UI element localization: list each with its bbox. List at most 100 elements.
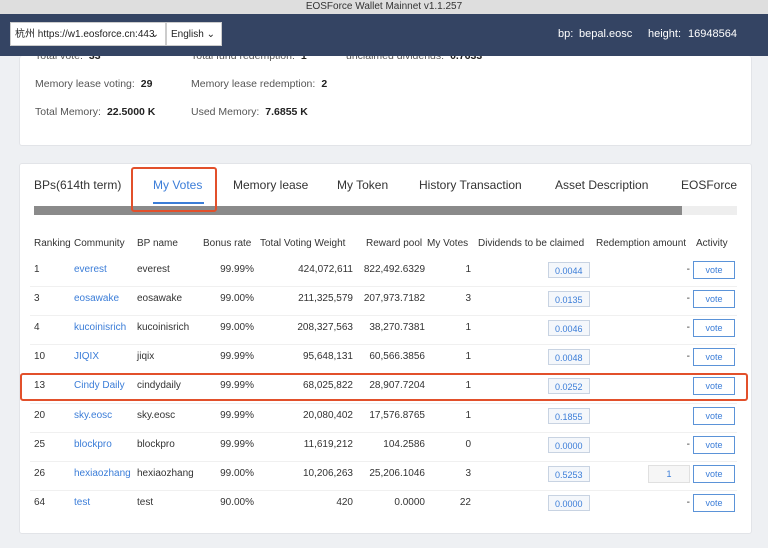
- tab[interactable]: Asset Description: [555, 178, 649, 192]
- dividend-box: 0.0044: [548, 262, 590, 278]
- cell: -: [686, 293, 690, 305]
- cell: 90.00%: [220, 496, 254, 508]
- redemption-input[interactable]: 1: [648, 464, 690, 483]
- dividend-box: 0.0046: [548, 320, 590, 337]
- row-divider: [30, 460, 737, 462]
- votes-card: [19, 163, 752, 534]
- cell: cindydaily: [137, 380, 181, 392]
- column-header: Total Voting Weight: [260, 238, 346, 249]
- vote-button[interactable]: vote: [693, 319, 735, 338]
- info-value: 0.7633: [450, 56, 483, 62]
- cell: -: [686, 496, 690, 508]
- cell: 99.99%: [220, 380, 254, 392]
- cell: 1: [34, 264, 40, 275]
- cell: 68,025,822: [302, 380, 353, 392]
- cell: 28,907.7204: [369, 380, 425, 392]
- cell: 25,206.1046: [369, 467, 425, 479]
- info-label: Memory lease redemption:: [191, 78, 316, 90]
- column-header: My Votes: [427, 238, 469, 249]
- cell: 99.99%: [220, 409, 254, 421]
- cell: 26: [34, 467, 46, 479]
- community-link[interactable]: hexiaozhang: [74, 467, 131, 479]
- row-divider: [30, 344, 737, 346]
- dividend-box: 0.0135: [548, 291, 590, 308]
- info-item: Total fund redemption: 1: [191, 56, 307, 62]
- node-select[interactable]: 杭州 https://w1.eosforce.cn:443 ⌄: [10, 22, 166, 46]
- info-item: Memory lease redemption: 2: [191, 78, 327, 90]
- vote-button[interactable]: vote: [693, 464, 735, 483]
- community-link[interactable]: kucoinisrich: [74, 322, 127, 334]
- tab[interactable]: Memory lease: [233, 178, 309, 192]
- cell: 99.00%: [220, 293, 254, 305]
- vote-button[interactable]: vote: [693, 377, 735, 396]
- column-header: Reward pool: [366, 238, 423, 249]
- cell: 3: [465, 467, 471, 479]
- cell: 95,648,131: [302, 351, 353, 363]
- community-link[interactable]: JIQIX: [74, 351, 100, 363]
- info-item: Total vote: 33: [35, 56, 101, 62]
- vote-button[interactable]: vote: [693, 261, 735, 279]
- cell: 38,270.7381: [369, 322, 425, 334]
- community-link[interactable]: blockpro: [74, 438, 112, 450]
- column-header: Dividends to be claimed: [478, 238, 585, 249]
- cell: 99.99%: [220, 264, 254, 275]
- info-value: 33: [88, 56, 101, 62]
- language-select[interactable]: English ⌄: [166, 22, 222, 46]
- cell: 104.2586: [383, 438, 425, 450]
- community-link[interactable]: eosawake: [74, 293, 120, 305]
- cell: 25: [34, 438, 46, 450]
- dividend-box: 0.0000: [548, 436, 590, 453]
- vote-button[interactable]: vote: [693, 290, 735, 309]
- dividend-box: 0.1855: [548, 407, 590, 424]
- vote-button[interactable]: vote: [693, 348, 735, 367]
- info-label: Memory lease voting:: [35, 78, 135, 90]
- community-link[interactable]: everest: [74, 264, 107, 275]
- info-label: unclaimed dividends:: [346, 56, 445, 62]
- dividend-box: 0.0048: [548, 349, 590, 366]
- scrollbar-track: [682, 206, 737, 215]
- row-divider: [30, 402, 737, 404]
- cell: blockpro: [137, 438, 175, 450]
- window-title: EOSForce Wallet Mainnet v1.1.257: [0, 0, 768, 14]
- bp: bepal.eosc: [579, 28, 633, 40]
- cell: 20: [34, 409, 46, 421]
- info-label: Used Memory:: [191, 106, 260, 118]
- cell: 0: [465, 438, 471, 450]
- cell: hexiaozhang: [137, 467, 194, 479]
- tab[interactable]: History Transaction: [419, 178, 522, 192]
- info-label: Total vote:: [35, 56, 83, 62]
- cell: 4: [34, 322, 40, 334]
- row-divider: [30, 286, 737, 288]
- cell: -: [686, 264, 690, 275]
- dividend-box: 0.5253: [548, 465, 590, 482]
- cell: -: [686, 322, 690, 334]
- vote-button[interactable]: vote: [693, 406, 735, 425]
- cell: 1: [465, 409, 471, 421]
- community-link[interactable]: sky.eosc: [74, 409, 113, 421]
- tab[interactable]: My Votes: [153, 178, 203, 192]
- tab[interactable]: My Token: [337, 178, 389, 192]
- cell: 1: [465, 351, 471, 363]
- vote-button[interactable]: vote: [693, 493, 735, 512]
- column-header: Activity: [696, 238, 728, 249]
- vote-button[interactable]: vote: [693, 435, 735, 454]
- tab[interactable]: BPs(614th term): [34, 178, 122, 192]
- header: 杭州 https://w1.eosforce.cn:443 ⌄ English ⌄ …: [0, 14, 768, 56]
- cell: 1: [465, 264, 471, 275]
- cell: test: [137, 496, 154, 508]
- tab[interactable]: EOSForce: [681, 178, 737, 192]
- row-divider: [30, 315, 737, 317]
- info-item: Total Memory: 22.5000 K: [35, 106, 155, 118]
- column-header: Ranking: [34, 238, 71, 249]
- info-card: Total vote: 33 Total fund redemption: 1 uncl…: [19, 56, 752, 146]
- bp-label: bp:: [558, 28, 574, 40]
- cell: 99.99%: [220, 438, 254, 450]
- community-link[interactable]: test: [74, 496, 91, 508]
- community-link[interactable]: Cindy Daily: [74, 380, 125, 392]
- highlight-tab: [131, 167, 217, 212]
- cell: 11,619,212: [303, 438, 353, 450]
- cell: 0.0000: [394, 496, 425, 508]
- scrollbar-thumb: [34, 206, 682, 215]
- cell: sky.eosc: [137, 409, 176, 421]
